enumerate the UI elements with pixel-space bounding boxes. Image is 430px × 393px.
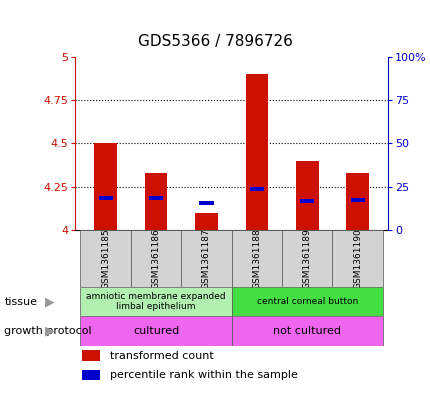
Bar bbox=[131, 230, 181, 287]
Text: growth protocol: growth protocol bbox=[4, 326, 92, 336]
Bar bbox=[81, 350, 100, 361]
Bar bbox=[295, 161, 318, 230]
Text: GSM1361185: GSM1361185 bbox=[101, 228, 110, 289]
Bar bbox=[199, 201, 213, 205]
Bar bbox=[149, 196, 163, 200]
Text: cultured: cultured bbox=[132, 326, 179, 336]
Text: ▶: ▶ bbox=[45, 325, 55, 338]
Bar bbox=[231, 316, 382, 346]
Text: amniotic membrane expanded
limbal epithelium: amniotic membrane expanded limbal epithe… bbox=[86, 292, 225, 311]
Bar bbox=[80, 287, 231, 316]
Bar bbox=[231, 287, 382, 316]
Text: ▶: ▶ bbox=[45, 295, 55, 308]
Bar bbox=[231, 230, 281, 287]
Text: GDS5366 / 7896726: GDS5366 / 7896726 bbox=[138, 34, 292, 49]
Text: GSM1361189: GSM1361189 bbox=[302, 228, 311, 289]
Bar bbox=[81, 369, 100, 380]
Bar bbox=[249, 187, 263, 191]
Bar bbox=[80, 230, 131, 287]
Text: not cultured: not cultured bbox=[273, 326, 341, 336]
Bar bbox=[346, 173, 368, 230]
Bar bbox=[300, 200, 313, 203]
Bar bbox=[332, 230, 382, 287]
Bar bbox=[144, 173, 167, 230]
Text: GSM1361187: GSM1361187 bbox=[202, 228, 210, 289]
Bar bbox=[281, 230, 332, 287]
Text: GSM1361190: GSM1361190 bbox=[352, 228, 361, 289]
Bar bbox=[98, 196, 113, 200]
Bar bbox=[245, 74, 267, 230]
Bar bbox=[94, 143, 117, 230]
Bar bbox=[80, 316, 231, 346]
Text: central corneal button: central corneal button bbox=[256, 297, 357, 306]
Text: percentile rank within the sample: percentile rank within the sample bbox=[110, 370, 297, 380]
Bar bbox=[181, 230, 231, 287]
Text: transformed count: transformed count bbox=[110, 351, 213, 360]
Bar bbox=[195, 213, 217, 230]
Bar bbox=[350, 198, 364, 202]
Text: tissue: tissue bbox=[4, 297, 37, 307]
Text: GSM1361186: GSM1361186 bbox=[151, 228, 160, 289]
Text: GSM1361188: GSM1361188 bbox=[252, 228, 261, 289]
